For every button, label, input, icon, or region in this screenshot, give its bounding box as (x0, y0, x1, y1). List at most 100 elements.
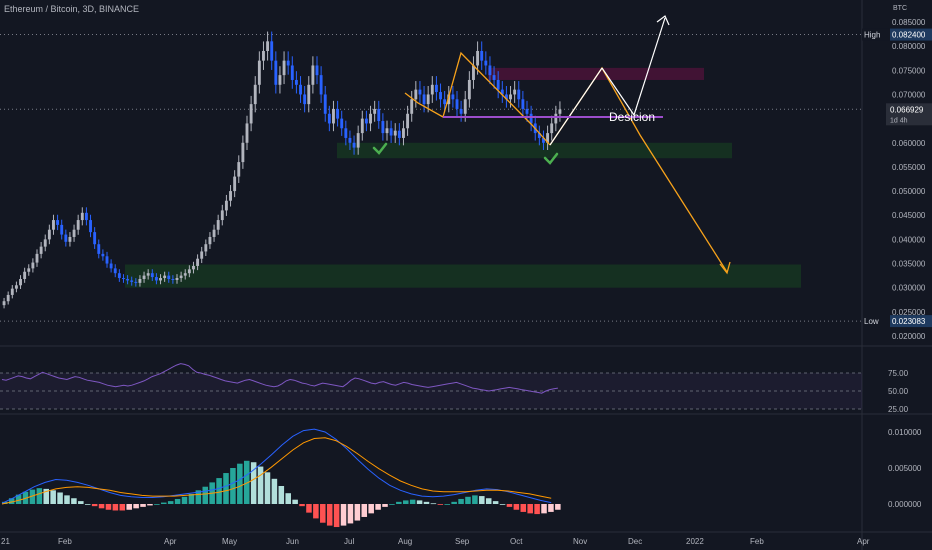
macd-histogram-bar (15, 494, 22, 504)
macd-histogram-bar (174, 498, 181, 504)
macd-histogram-bar (161, 502, 167, 504)
candle-body (14, 285, 18, 289)
macd-histogram-bar (167, 501, 174, 504)
candle-body (521, 99, 525, 109)
candle-body (554, 113, 558, 124)
macd-histogram-bar (313, 504, 319, 519)
candle-body (101, 253, 105, 257)
macd-histogram-bar (98, 504, 105, 509)
candle-body (60, 224, 64, 235)
candle-body (84, 212, 88, 221)
signal-line (1, 437, 552, 505)
macd-histogram-bar (292, 499, 298, 504)
macd-histogram-bar (520, 504, 527, 512)
macd-histogram-bar (402, 500, 409, 504)
candle-body (93, 232, 97, 245)
candle-body (439, 92, 442, 100)
candle-body (175, 278, 179, 280)
macd-histogram-bar (230, 468, 236, 504)
candle-body (6, 294, 10, 302)
candle-body (455, 99, 459, 109)
macd-histogram-bar (271, 478, 278, 504)
macd-histogram-bar (430, 503, 437, 505)
support-zone-upper (337, 142, 732, 159)
price-tick-label: 0.035000 (892, 260, 926, 269)
macd-histogram-bar (278, 486, 285, 504)
macd-histogram-bar (43, 488, 50, 504)
macd-histogram-bar (306, 504, 312, 513)
macd-histogram-bar (71, 498, 77, 504)
axis-unit: BTC (893, 5, 907, 12)
candle-body (290, 65, 294, 80)
countdown: 1d 4h (890, 117, 908, 124)
candle-body (463, 99, 467, 114)
macd-histogram-bar (64, 495, 70, 504)
candle-body (167, 275, 171, 279)
candle-body (212, 229, 216, 237)
candle-body (105, 256, 109, 264)
candle-body (27, 268, 31, 272)
macd-histogram-bar (202, 486, 209, 504)
candle-body (282, 60, 286, 76)
macd-histogram-bar (458, 498, 464, 504)
macd-histogram-bar (416, 500, 423, 504)
candle-body (422, 94, 426, 105)
candle-body (253, 84, 257, 105)
candle-body (179, 275, 183, 279)
candle-body (393, 130, 397, 136)
macd-histogram-bar (250, 462, 257, 504)
candle-body (52, 220, 55, 230)
macd-tick-label: 0.000000 (888, 500, 922, 509)
candle-body (352, 142, 356, 148)
support-zone-lower (125, 264, 801, 288)
candle-body (64, 234, 68, 242)
macd-histogram-bar (548, 504, 554, 512)
macd-histogram-bar (534, 504, 540, 515)
price-tick-label: 0.055000 (892, 163, 926, 172)
candle-body (517, 89, 521, 100)
rsi-tick-label: 50.00 (888, 387, 909, 396)
bullish-leg (549, 67, 603, 146)
current-price-bg (886, 103, 932, 126)
macd-histogram-bar (91, 504, 98, 507)
candle-body (323, 94, 327, 114)
current-price: 0.066929 (890, 105, 924, 114)
high-value-bg (890, 28, 932, 41)
candle-body (356, 133, 360, 148)
macd-histogram-bar (36, 488, 43, 504)
price-tick-label: 0.080000 (892, 42, 926, 51)
macd-histogram-bar (347, 504, 354, 524)
candle-body (311, 65, 315, 85)
price-tick-label: 0.045000 (892, 211, 926, 220)
candle-body (97, 244, 101, 254)
drawings: Desicion (372, 15, 731, 275)
candle-body (360, 118, 364, 134)
time-tick-label: 2022 (686, 537, 704, 546)
high-tag-label: High (864, 31, 880, 40)
macd-histogram-bar (8, 498, 15, 504)
candle-body (56, 220, 60, 225)
candle-body (336, 108, 340, 119)
time-tick-label: Apr (164, 537, 177, 546)
candle-body (10, 288, 14, 295)
check-icon (543, 152, 559, 165)
candle-body (340, 118, 344, 129)
macd-histogram-bar (354, 504, 361, 521)
candle-body (241, 142, 245, 163)
candle-body (80, 212, 84, 221)
candle-body (537, 133, 541, 138)
price-axis: 0.085000 0.080000 0.075000 0.070000 0.060000… (862, 18, 932, 509)
candle-body (68, 236, 72, 242)
price-tick-label: 0.060000 (892, 139, 926, 148)
macd-tick-label: 0.010000 (888, 428, 922, 437)
candle-body (109, 263, 113, 269)
macd-histogram-bar (257, 466, 264, 504)
pattern-line (404, 51, 551, 146)
candle-body (150, 273, 154, 278)
candle-body (122, 278, 125, 280)
candle-body (480, 50, 484, 61)
time-tick-label: Dec (628, 537, 642, 546)
candle-body (406, 113, 410, 129)
candle-body (344, 128, 348, 138)
